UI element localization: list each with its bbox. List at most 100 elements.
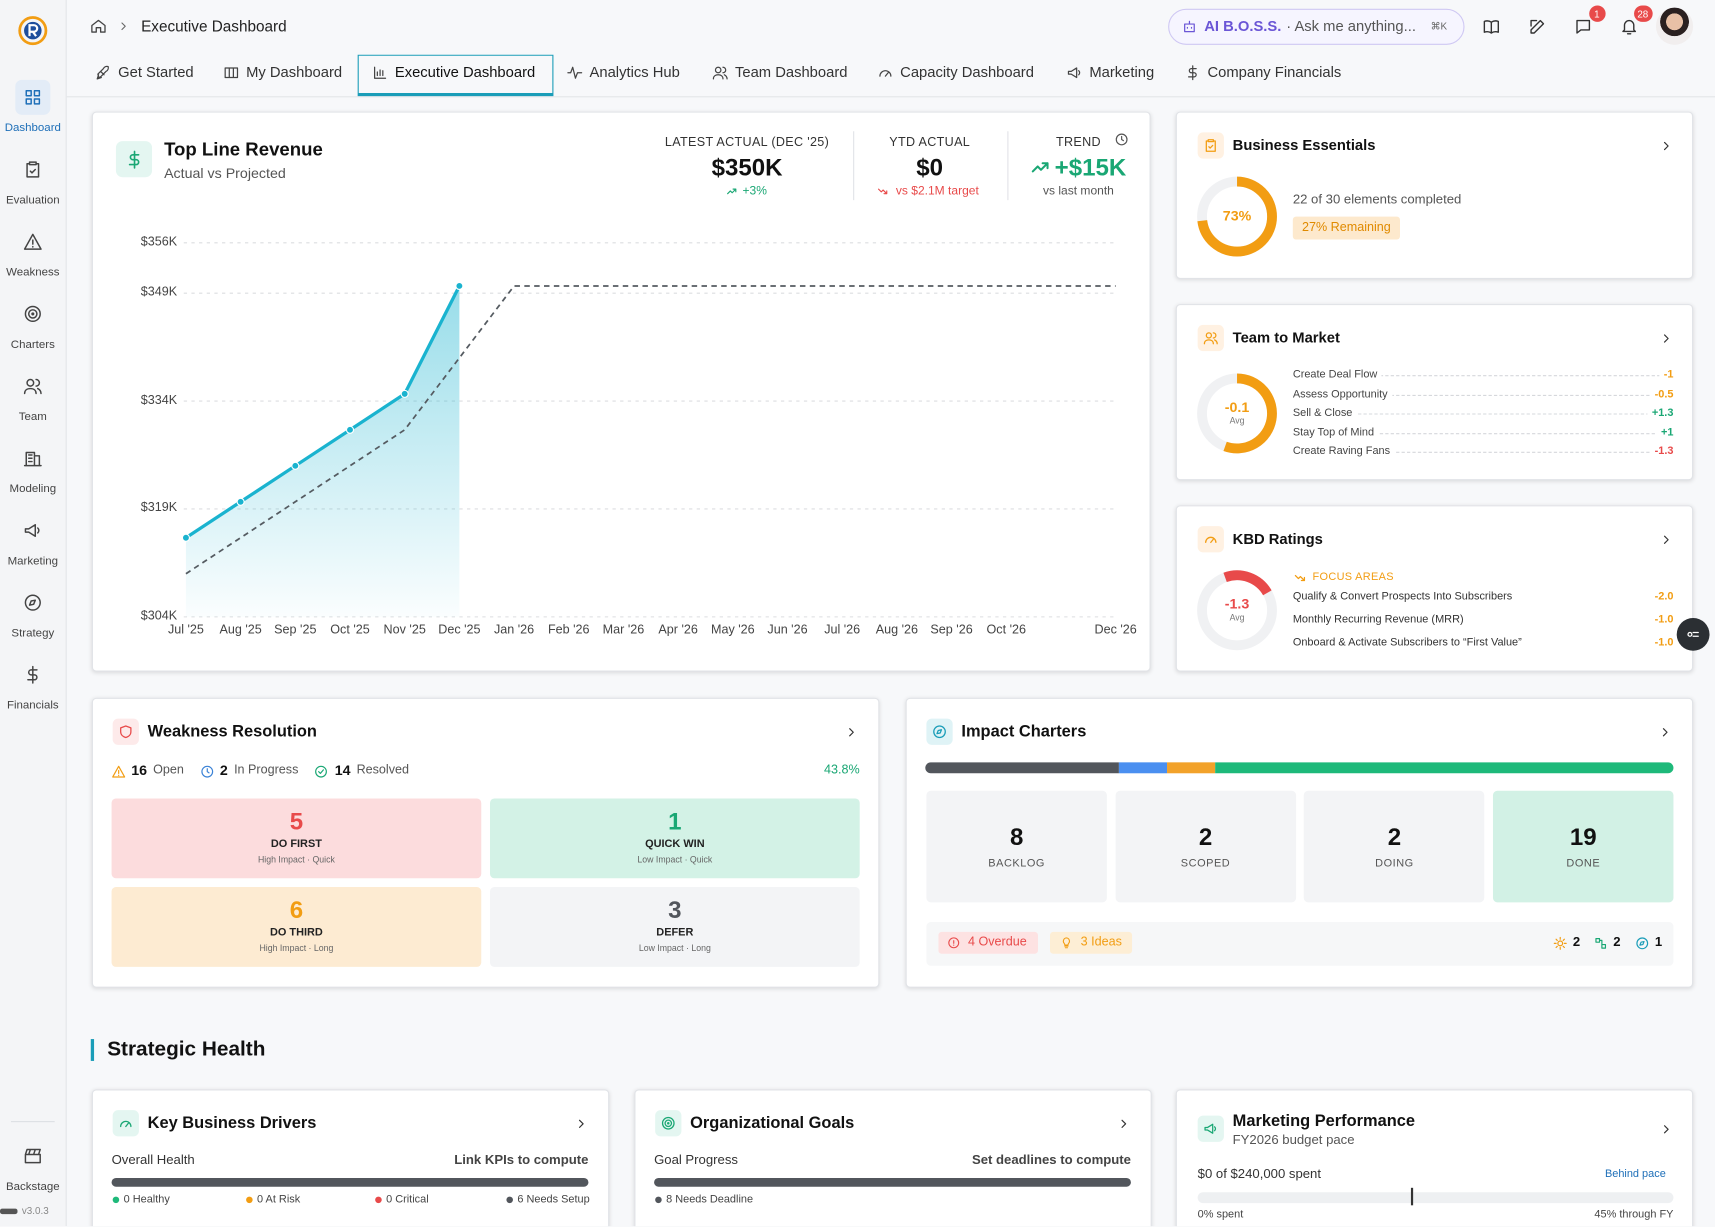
chevron[interactable] (1116, 1116, 1130, 1130)
chevron[interactable] (1659, 532, 1673, 546)
count: 2 (1613, 934, 1621, 950)
tab[interactable]: Capacity Dashboard (900, 63, 1034, 81)
breadcrumb-sep (121, 22, 126, 31)
sidebar-icon[interactable] (23, 593, 43, 613)
kpi-label: LATEST ACTUAL (DEC '25) (664, 136, 830, 150)
chevron[interactable] (1659, 138, 1673, 152)
sidebar-icon[interactable] (23, 232, 43, 252)
sidebar-label[interactable]: Modeling (9, 482, 57, 496)
row-label: Assess Opportunity (1292, 388, 1393, 401)
sidebar-icon[interactable] (23, 304, 43, 324)
header-icon[interactable] (1573, 17, 1592, 36)
quadrant[interactable] (490, 798, 860, 879)
sidebar-label[interactable]: Weakness (6, 265, 60, 279)
sidebar-icon[interactable] (23, 665, 43, 685)
quadrant-label: DO FIRST (270, 838, 322, 851)
tab[interactable]: Company Financials (1207, 63, 1342, 81)
row-value: -1.0 (1654, 636, 1674, 649)
tab-icon[interactable] (877, 64, 893, 80)
spent: $0 of $240,000 spent (1197, 1166, 1321, 1182)
leader (1292, 413, 1672, 415)
tab-icon[interactable] (711, 64, 728, 80)
tab-icon[interactable] (1066, 64, 1082, 80)
stage-label: DONE (1566, 857, 1601, 870)
card-title: KBD Ratings (1232, 530, 1323, 548)
stat-icon (314, 765, 327, 777)
stage-box[interactable] (1115, 790, 1296, 903)
sidebar-label[interactable]: Financials (6, 698, 59, 712)
y-tick-label: $356K (140, 235, 178, 249)
tab[interactable]: My Dashboard (246, 63, 343, 81)
kpi-note: vs $2.1M target (895, 184, 979, 198)
row-label: Create Deal Flow (1292, 368, 1382, 382)
tab[interactable]: Executive Dashboard (394, 63, 536, 81)
shortcut: ⌘K (1430, 20, 1448, 32)
badge-text: 3 Ideas (1080, 935, 1122, 949)
chevron[interactable] (574, 1116, 588, 1130)
search[interactable] (1168, 8, 1465, 45)
sidebar-icon[interactable] (23, 448, 43, 468)
sidebar-icon[interactable] (23, 376, 43, 396)
card-icon-glyph (120, 725, 132, 739)
section-heading: Strategic Health (107, 1038, 266, 1062)
legend-dot (655, 1196, 662, 1204)
kpi-note: vs last month (1042, 184, 1114, 198)
avatar[interactable] (1655, 7, 1694, 45)
header-icon[interactable] (1619, 17, 1638, 36)
sidebar-label[interactable]: Backstage (5, 1180, 60, 1194)
stage-box[interactable] (926, 790, 1107, 903)
quadrant-sub: Low Impact · Long (638, 943, 711, 954)
sidebar-icon[interactable] (23, 160, 43, 180)
row-label: Create Raving Fans (1292, 445, 1395, 459)
card-title: Key Business Drivers (147, 1113, 317, 1133)
sidebar-label[interactable]: Marketing (7, 554, 59, 568)
quadrant[interactable] (111, 887, 482, 967)
resolve-rate: 43.8% (824, 763, 860, 777)
chevron[interactable] (844, 725, 858, 739)
sidebar-label[interactable]: Strategy (11, 626, 55, 640)
chevron[interactable] (1659, 1122, 1673, 1136)
tab-icon-path (566, 66, 582, 79)
tab-icon[interactable] (95, 64, 111, 80)
stage-box[interactable] (1493, 790, 1674, 903)
sidebar-label[interactable]: Dashboard (4, 121, 61, 135)
sidebar-icon-path (27, 665, 38, 684)
sidebar-label[interactable]: Team (18, 410, 47, 424)
card-icon (112, 718, 139, 745)
badge-icon (1062, 937, 1070, 949)
version: v3.0.3 (21, 1205, 49, 1217)
leader (1292, 394, 1672, 396)
legend-text: 0 Healthy (123, 1193, 170, 1206)
sidebar-label[interactable]: Charters (10, 337, 55, 352)
tab[interactable]: Team Dashboard (735, 63, 848, 81)
metric-action: Link KPIs to compute (454, 1151, 589, 1168)
tab[interactable]: Analytics Hub (589, 63, 680, 81)
leader (1292, 432, 1672, 434)
card-icon-glyph (933, 725, 946, 739)
home-icon[interactable] (90, 18, 108, 36)
sidebar-icon[interactable] (23, 521, 43, 541)
sidebar-label[interactable]: Evaluation (5, 193, 60, 207)
chevron[interactable] (1659, 331, 1673, 345)
tab-icon[interactable] (371, 64, 387, 80)
quadrant[interactable] (111, 798, 482, 879)
backstage-icon[interactable] (23, 1146, 43, 1166)
quadrant-label: QUICK WIN (645, 838, 705, 851)
stat-label: Resolved (356, 763, 410, 777)
stage-box[interactable] (1304, 790, 1485, 903)
tab[interactable]: Get Started (118, 63, 194, 81)
chevron[interactable] (1658, 725, 1672, 739)
tab-icon[interactable] (566, 64, 582, 80)
tab[interactable]: Marketing (1089, 63, 1155, 81)
header-icon[interactable] (1527, 17, 1546, 36)
sidebar-icon[interactable] (23, 88, 43, 108)
revenue-icon-glyph-path (128, 150, 139, 169)
donut-value: -0.1 (1224, 398, 1250, 416)
count-icon (1553, 936, 1567, 950)
float-button[interactable] (1676, 617, 1710, 651)
tab-icon[interactable] (223, 64, 239, 80)
quadrant[interactable] (490, 887, 860, 967)
header-icon[interactable] (1481, 17, 1500, 36)
chevron-path (1663, 141, 1669, 150)
tab-icon[interactable] (1184, 64, 1200, 80)
